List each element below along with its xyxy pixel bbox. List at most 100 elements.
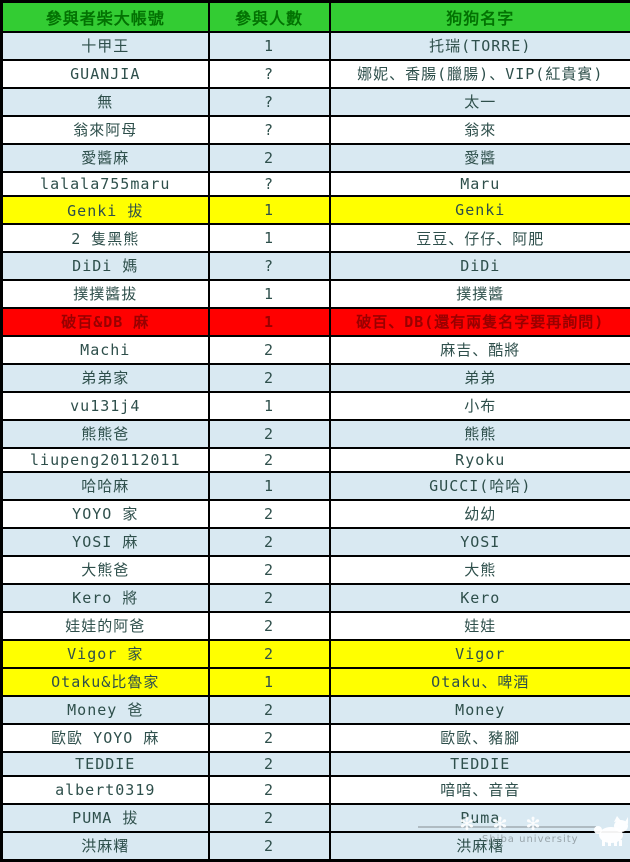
count-cell: 2	[207, 498, 331, 529]
table-row: 大熊爸 2 大熊	[0, 554, 630, 585]
account-cell: albert0319	[0, 774, 210, 805]
dogs-cell: Ryoku	[328, 446, 630, 473]
count-cell: 1	[207, 306, 331, 337]
dogs-cell: 娃娃	[328, 610, 630, 641]
account-cell: Kero 將	[0, 582, 210, 613]
dogs-cell: Kero	[328, 582, 630, 613]
table-row: 十甲王 1 托瑞(TORRE)	[0, 31, 630, 61]
count-cell: 2	[207, 802, 331, 833]
count-cell: 2	[207, 610, 331, 641]
table-row: YOYO 家 2 幼幼	[0, 498, 630, 529]
table-row: 破百&DB 麻 1 破百、DB(還有兩隻名字要再詢問)	[0, 306, 630, 337]
account-cell: 歐歐 YOYO 麻	[0, 722, 210, 753]
account-cell: 十甲王	[0, 31, 210, 61]
dogs-cell: Genki	[328, 195, 630, 226]
count-cell: 1	[207, 195, 331, 226]
table-row: 愛醬麻 2 愛醬	[0, 142, 630, 173]
count-cell: ?	[207, 58, 331, 89]
col-header-count: 參與人數	[207, 0, 331, 33]
table-row: Vigor 家 2 Vigor	[0, 638, 630, 669]
dogs-cell: 幼幼	[328, 498, 630, 529]
dogs-cell: GUCCI(哈哈)	[328, 470, 630, 501]
dogs-cell: Vigor	[328, 638, 630, 669]
account-cell: TEDDIE	[0, 750, 210, 777]
dogs-cell: 娜妮、香腸(臘腸)、VIP(紅貴賓)	[328, 58, 630, 89]
account-cell: GUANJIA	[0, 58, 210, 89]
count-cell: ?	[207, 250, 331, 281]
count-cell: 2	[207, 694, 331, 725]
count-cell: 2	[207, 446, 331, 473]
account-cell: Machi	[0, 334, 210, 365]
count-cell: 2	[207, 554, 331, 585]
dogs-cell: 麻吉、酷將	[328, 334, 630, 365]
col-header-dogs: 狗狗名字	[328, 0, 630, 33]
dogs-cell: Money	[328, 694, 630, 725]
account-cell: 大熊爸	[0, 554, 210, 585]
account-cell: liupeng20112011	[0, 446, 210, 473]
table-row: DiDi 媽? DiDi	[0, 250, 630, 281]
account-cell: 翁來阿母	[0, 114, 210, 145]
table-row: 撲撲醬拔 1 撲撲醬	[0, 278, 630, 309]
table-row: 洪麻糬 2 洪麻糬	[0, 830, 630, 862]
count-cell: 2	[207, 418, 331, 449]
count-cell: 2	[207, 750, 331, 777]
count-cell: 1	[207, 666, 331, 697]
account-cell: 破百&DB 麻	[0, 306, 210, 337]
count-cell: 2	[207, 638, 331, 669]
table-row: 翁來阿母? 翁來	[0, 114, 630, 145]
account-cell: YOSI 麻	[0, 526, 210, 557]
dogs-cell: 撲撲醬	[328, 278, 630, 309]
count-cell: 1	[207, 31, 331, 61]
dogs-cell: 翁來	[328, 114, 630, 145]
account-cell: 熊熊爸	[0, 418, 210, 449]
dogs-cell: 洪麻糬	[328, 830, 630, 862]
header-row: 參與者柴大帳號 參與人數 狗狗名字	[0, 0, 630, 33]
account-cell: vu131j4	[0, 390, 210, 421]
dogs-cell: 弟弟	[328, 362, 630, 393]
dogs-cell: DiDi	[328, 250, 630, 281]
count-cell: 2	[207, 582, 331, 613]
table-row: albert0319 2 喑喑、音音	[0, 774, 630, 805]
table-row: 弟弟家 2 弟弟	[0, 362, 630, 393]
table-row: GUANJIA? 娜妮、香腸(臘腸)、VIP(紅貴賓)	[0, 58, 630, 89]
table-row: Genki 拔 1 Genki	[0, 195, 630, 226]
count-cell: ?	[207, 86, 331, 117]
table-row: TEDDIE 2 TEDDIE	[0, 750, 630, 777]
dogs-cell: 熊熊	[328, 418, 630, 449]
table-body: 十甲王 1 托瑞(TORRE) GUANJIA? 娜妮、香腸(臘腸)、VIP(紅貴賓) 無…	[0, 31, 630, 862]
account-cell: 無	[0, 86, 210, 117]
table-header: 參與者柴大帳號 參與人數 狗狗名字	[0, 0, 630, 33]
count-cell: 1	[207, 470, 331, 501]
table-row: PUMA 拔 2 Puma	[0, 802, 630, 833]
table-row: Kero 將 2 Kero	[0, 582, 630, 613]
account-cell: Vigor 家	[0, 638, 210, 669]
account-cell: DiDi 媽	[0, 250, 210, 281]
table-row: 歐歐 YOYO 麻 2 歐歐、豬腳	[0, 722, 630, 753]
count-cell: 1	[207, 390, 331, 421]
dogs-cell: TEDDIE	[328, 750, 630, 777]
count-cell: 2	[207, 526, 331, 557]
table-row: lalala755maru? Maru	[0, 170, 630, 198]
dogs-cell: 托瑞(TORRE)	[328, 31, 630, 61]
table-row: 哈哈麻 1 GUCCI(哈哈)	[0, 470, 630, 501]
account-cell: 2 隻黑熊	[0, 223, 210, 253]
dogs-cell: Maru	[328, 170, 630, 198]
count-cell: 1	[207, 223, 331, 253]
table-row: Money 爸 2 Money	[0, 694, 630, 725]
table-row: Otaku&比魯家 1 Otaku、啤酒	[0, 666, 630, 697]
dogs-cell: 太一	[328, 86, 630, 117]
account-cell: lalala755maru	[0, 170, 210, 198]
dogs-cell: Otaku、啤酒	[328, 666, 630, 697]
account-cell: 娃娃的阿爸	[0, 610, 210, 641]
table-row: 無? 太一	[0, 86, 630, 117]
account-cell: PUMA 拔	[0, 802, 210, 833]
dogs-cell: YOSI	[328, 526, 630, 557]
count-cell: ?	[207, 170, 331, 198]
dogs-cell: 歐歐、豬腳	[328, 722, 630, 753]
table-row: Machi 2 麻吉、酷將	[0, 334, 630, 365]
table-row: liupeng20112011 2 Ryoku	[0, 446, 630, 473]
account-cell: YOYO 家	[0, 498, 210, 529]
account-cell: Genki 拔	[0, 195, 210, 226]
count-cell: ?	[207, 114, 331, 145]
